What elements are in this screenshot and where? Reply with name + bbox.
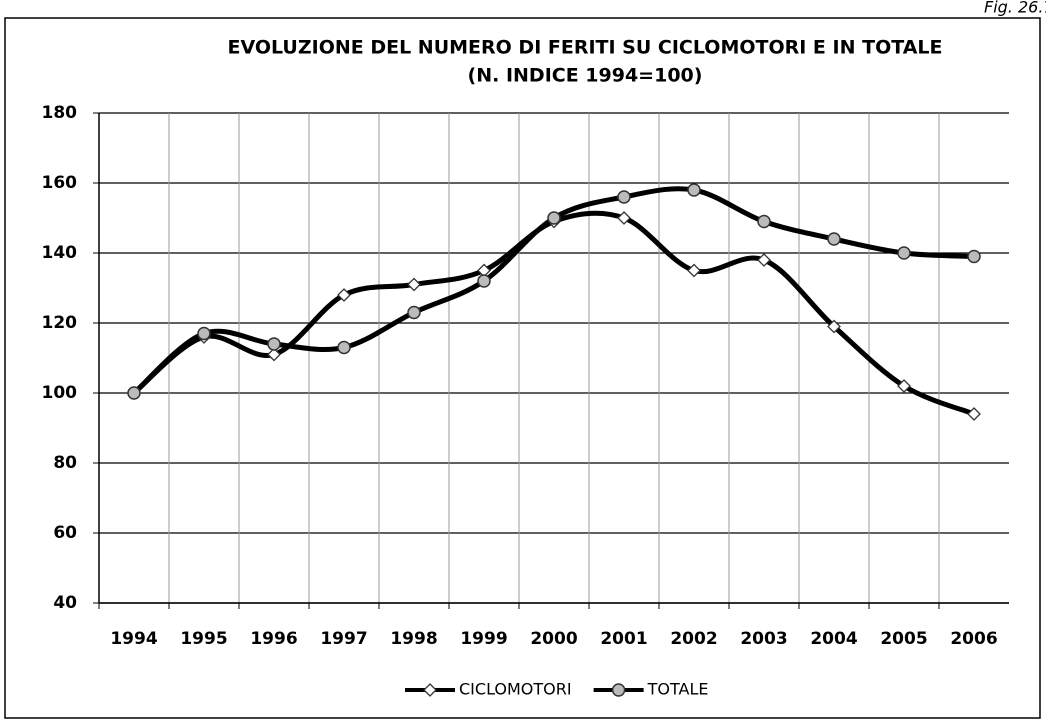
data-point — [407, 305, 421, 320]
data-point — [827, 232, 841, 246]
data-point — [687, 263, 701, 278]
x-tick-label: 2000 — [530, 629, 577, 649]
x-tick-label: 1996 — [250, 629, 297, 649]
legend-label: CICLOMOTORI — [459, 680, 572, 699]
y-tick-label: 40 — [53, 593, 77, 613]
x-tick-label: 1994 — [110, 629, 157, 649]
frame — [4, 17, 1041, 719]
y-tick-label: 140 — [42, 243, 78, 263]
y-tick-label: 80 — [53, 453, 77, 473]
x-tick-label: 2005 — [880, 629, 927, 649]
data-point — [967, 249, 981, 264]
legend-marker — [611, 683, 626, 697]
x-tick-label: 1998 — [390, 629, 437, 649]
data-point — [687, 183, 701, 197]
y-tick-label: 120 — [42, 313, 78, 333]
x-tick-label: 2002 — [670, 629, 717, 649]
data-point — [197, 326, 211, 341]
data-point — [127, 386, 141, 400]
x-tick-label: 2003 — [740, 629, 787, 649]
data-point — [407, 277, 421, 292]
figure-label: Fig. 26.7 — [984, 0, 1046, 17]
legend-label: TOTALE — [647, 680, 709, 699]
data-point — [827, 319, 841, 334]
data-point — [337, 340, 351, 355]
chart-title: EVOLUZIONE DEL NUMERO DI FERITI SU CICLO… — [227, 37, 942, 59]
data-point — [617, 190, 631, 204]
data-point — [967, 407, 981, 421]
y-tick-label: 160 — [42, 173, 78, 193]
chart-subtitle: (N. INDICE 1994=100) — [468, 65, 703, 87]
data-point — [477, 274, 491, 288]
x-tick-label: 2001 — [600, 629, 647, 649]
data-point — [757, 253, 771, 267]
x-tick-label: 2006 — [950, 629, 997, 649]
data-point — [267, 337, 281, 351]
data-point — [897, 379, 911, 393]
x-tick-label: 2004 — [810, 629, 857, 649]
plot-area — [99, 113, 1009, 603]
data-point — [267, 347, 281, 362]
data-point — [897, 246, 911, 260]
x-tick-label: 1999 — [460, 629, 507, 649]
data-point — [547, 211, 561, 225]
y-tick-label: 100 — [42, 383, 78, 403]
data-point — [617, 211, 631, 225]
legend-marker — [423, 683, 437, 697]
data-point — [757, 214, 771, 229]
y-tick-label: 60 — [53, 523, 77, 543]
x-tick-label: 1997 — [320, 629, 367, 649]
y-tick-label: 180 — [42, 103, 78, 123]
x-tick-label: 1995 — [180, 629, 227, 649]
data-point — [337, 288, 351, 302]
